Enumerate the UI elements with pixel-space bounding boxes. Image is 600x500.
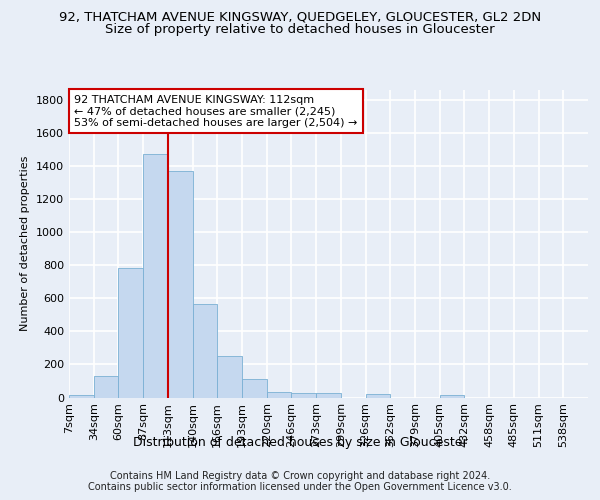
- Bar: [217, 356, 242, 398]
- Bar: [69, 395, 94, 398]
- Bar: [242, 380, 267, 398]
- Text: Contains HM Land Registry data © Crown copyright and database right 2024.: Contains HM Land Registry data © Crown c…: [110, 471, 490, 481]
- Bar: [118, 268, 143, 398]
- Bar: [143, 154, 168, 398]
- Text: Contains public sector information licensed under the Open Government Licence v3: Contains public sector information licen…: [88, 482, 512, 492]
- Bar: [316, 392, 341, 398]
- Bar: [440, 395, 464, 398]
- Text: Size of property relative to detached houses in Gloucester: Size of property relative to detached ho…: [105, 24, 495, 36]
- Text: 92, THATCHAM AVENUE KINGSWAY, QUEDGELEY, GLOUCESTER, GL2 2DN: 92, THATCHAM AVENUE KINGSWAY, QUEDGELEY,…: [59, 11, 541, 24]
- Bar: [193, 304, 217, 398]
- Bar: [292, 392, 316, 398]
- Bar: [365, 394, 390, 398]
- Bar: [168, 171, 193, 398]
- Bar: [94, 376, 118, 398]
- Bar: [267, 392, 292, 398]
- Text: 92 THATCHAM AVENUE KINGSWAY: 112sqm
← 47% of detached houses are smaller (2,245): 92 THATCHAM AVENUE KINGSWAY: 112sqm ← 47…: [74, 94, 358, 128]
- Text: Distribution of detached houses by size in Gloucester: Distribution of detached houses by size …: [133, 436, 467, 449]
- Y-axis label: Number of detached properties: Number of detached properties: [20, 156, 31, 332]
